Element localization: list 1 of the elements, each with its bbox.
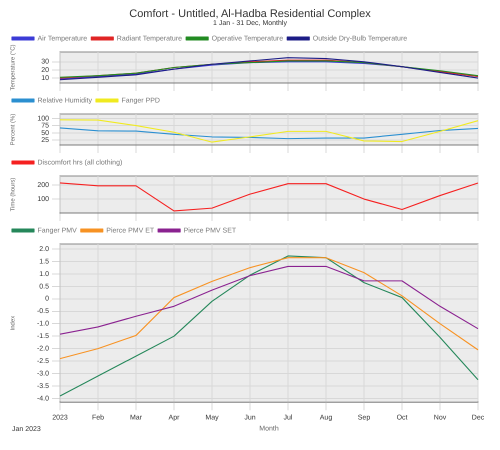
chart-title: Comfort - Untitled, Al-Hadba Residential Complex	[128, 8, 372, 20]
